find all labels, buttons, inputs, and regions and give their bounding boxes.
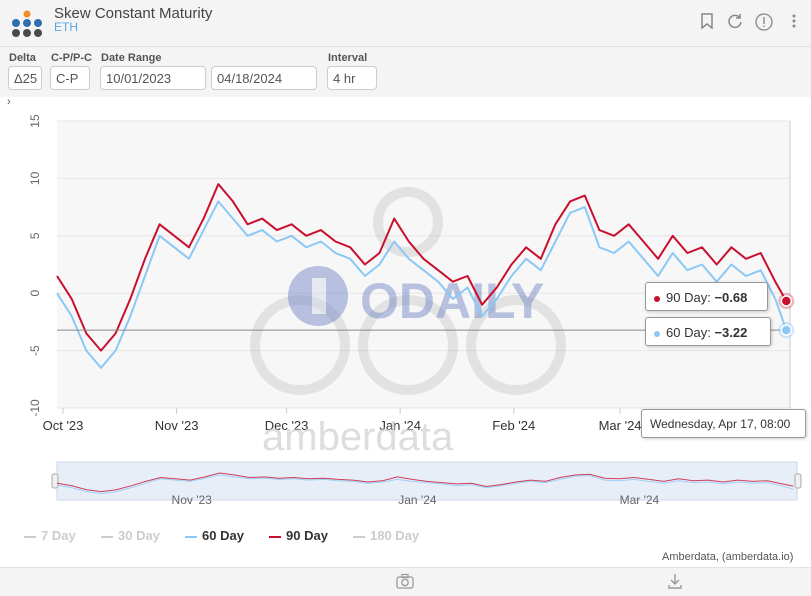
skew-chart: 15 10 5 0 -5 -10 Oct '23 Nov '23 Dec '23 Jan '24…	[28, 114, 802, 507]
legend-label: 180 Day	[370, 528, 420, 543]
legend-swatch	[101, 535, 113, 538]
tooltip-90-value: −0.68	[714, 290, 748, 305]
tooltip-60-value: −3.22	[714, 325, 748, 340]
navigator-tick-label: Jan '24	[398, 493, 437, 507]
legend-swatch	[24, 535, 36, 538]
refresh-icon[interactable]	[725, 13, 745, 33]
interval-select[interactable]: 4 hr	[327, 66, 377, 90]
navigator-series-60-day	[56, 474, 794, 495]
y-tick-label: -5	[28, 345, 42, 356]
x-tick-label: Jan '24	[379, 418, 421, 433]
watermark	[250, 187, 566, 395]
navigator-handle-right[interactable]	[794, 473, 802, 489]
controls-bar: Delta Δ25 C-P/P-C C-P Date Range 10/01/2…	[0, 47, 811, 97]
legend-swatch	[269, 535, 281, 538]
x-tick-label: Oct '23	[43, 418, 84, 433]
asset-subtitle: ETH	[54, 20, 78, 34]
navigator-handle-left[interactable]	[51, 473, 59, 489]
info-icon[interactable]	[754, 13, 774, 33]
tooltip-90-label: 90 Day:	[666, 290, 711, 305]
bookmark-icon[interactable]	[697, 13, 717, 33]
expand-chevron-icon[interactable]: ›	[7, 96, 11, 108]
delta-select[interactable]: Δ25	[8, 66, 42, 90]
x-axis: Oct '23 Nov '23 Dec '23 Jan '24 Feb '24 Mar '…	[43, 408, 642, 433]
y-tick-label: -10	[28, 399, 42, 417]
series-60-dot-icon	[654, 330, 660, 337]
x-tick-label: Mar '24	[599, 418, 642, 433]
date-start-input[interactable]: 10/01/2023	[100, 66, 206, 90]
page-title: Skew Constant Maturity	[54, 5, 213, 22]
series-90-dot-icon	[654, 295, 660, 302]
footer-bar	[0, 567, 811, 596]
y-tick-label: 10	[28, 171, 42, 185]
legend-label: 90 Day	[286, 528, 328, 543]
navigator-axis: Nov '23 Jan '24 Mar '24	[172, 493, 660, 507]
navigator-tick-label: Mar '24	[620, 493, 660, 507]
navigator-tick-label: Nov '23	[172, 493, 213, 507]
series-line-60-day	[56, 200, 788, 369]
download-icon[interactable]	[667, 573, 683, 594]
legend-label: 60 Day	[202, 528, 244, 543]
navigator-series-90-day	[56, 472, 794, 493]
tooltip-90-day: 90 Day: −0.68	[645, 282, 768, 311]
legend-label: 30 Day	[118, 528, 160, 543]
credit-text: Amberdata, (amberdata.io)	[662, 551, 794, 563]
amberdata-watermark-text: amberdata	[262, 415, 454, 459]
x-tick-label: Feb '24	[492, 418, 535, 433]
interval-label: Interval	[328, 52, 368, 64]
cpp-label: C-P/P-C	[51, 52, 92, 64]
legend-60-day[interactable]: 60 Day	[185, 528, 244, 543]
legend-label: 7 Day	[41, 528, 76, 543]
camera-icon[interactable]	[396, 573, 414, 594]
legend-90-day[interactable]: 90 Day	[269, 528, 328, 543]
tooltip-60-day: 60 Day: −3.22	[645, 317, 771, 346]
y-axis: 15 10 5 0 -5 -10	[28, 114, 42, 417]
y-tick-label: 5	[28, 232, 42, 239]
y-tick-label: 0	[28, 290, 42, 297]
date-range-label: Date Range	[101, 52, 162, 64]
hover-point-90	[780, 295, 793, 307]
date-end-input[interactable]: 04/18/2024	[211, 66, 317, 90]
delta-label: Delta	[9, 52, 36, 64]
x-tick-label: Dec '23	[265, 418, 309, 433]
x-tick-label: Nov '23	[155, 418, 199, 433]
odaily-watermark: ODAILY	[288, 266, 544, 329]
app-header: Skew Constant Maturity ETH	[0, 0, 811, 47]
legend-swatch	[185, 535, 197, 538]
series-line-90-day	[56, 183, 788, 352]
legend-swatch	[353, 535, 365, 538]
legend-30-day[interactable]: 30 Day	[101, 528, 160, 543]
legend-180-day[interactable]: 180 Day	[353, 528, 419, 543]
y-tick-label: 15	[28, 114, 42, 128]
more-vertical-icon[interactable]	[784, 13, 804, 33]
hover-point-60	[780, 324, 793, 336]
amberdata-logo-icon	[12, 10, 42, 37]
plot-background	[57, 121, 790, 408]
navigator-lines	[56, 472, 794, 495]
tooltip-60-label: 60 Day:	[666, 325, 711, 340]
tooltip-date: Wednesday, Apr 17, 08:00	[641, 409, 806, 438]
cpp-select[interactable]: C-P	[50, 66, 90, 90]
series-lines	[56, 183, 788, 369]
legend-7-day[interactable]: 7 Day	[24, 528, 76, 543]
